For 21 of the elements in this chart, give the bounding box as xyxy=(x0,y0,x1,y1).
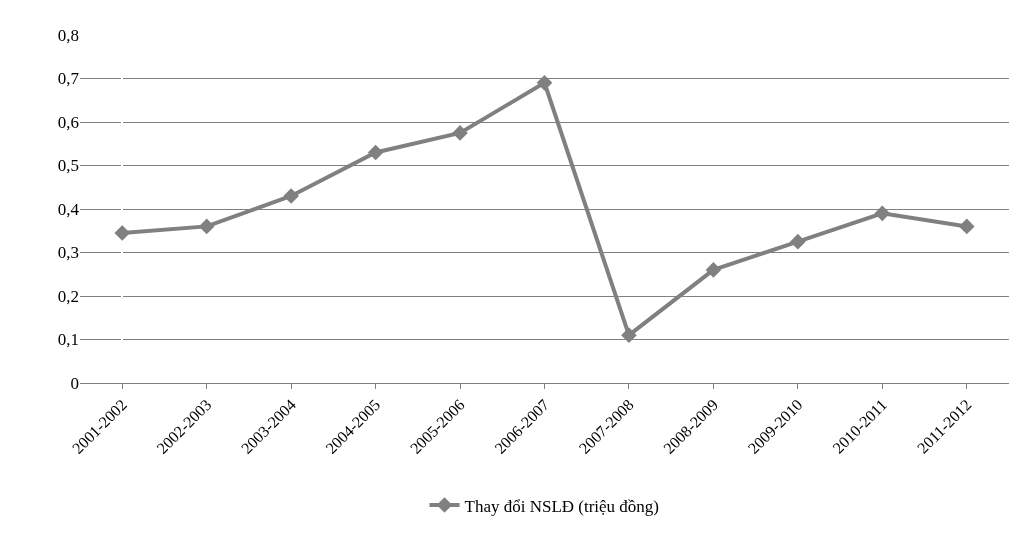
y-tick-label: 0,7 xyxy=(57,69,80,89)
point xyxy=(452,125,468,141)
y-tick-label: 0,2 xyxy=(57,286,79,306)
point xyxy=(790,233,806,250)
y-tick-label: 0 xyxy=(70,373,79,393)
point xyxy=(114,225,131,241)
point xyxy=(705,262,722,278)
point xyxy=(621,327,637,343)
y-tick-label: 0,6 xyxy=(57,112,79,132)
y-tick-label: 0,8 xyxy=(57,25,79,45)
legend-label: Thay đổi NSLĐ (triệu đồng) xyxy=(464,496,660,516)
point xyxy=(367,144,384,161)
y-tick-label: 0,4 xyxy=(57,199,80,219)
point xyxy=(874,205,891,222)
y-tick-label: 0,1 xyxy=(57,330,79,350)
y-tick-label: 0,5 xyxy=(57,156,79,176)
point xyxy=(198,218,215,235)
point xyxy=(283,188,299,204)
point xyxy=(958,218,975,235)
y-tick-label: 0,3 xyxy=(57,243,79,263)
point xyxy=(536,75,553,91)
